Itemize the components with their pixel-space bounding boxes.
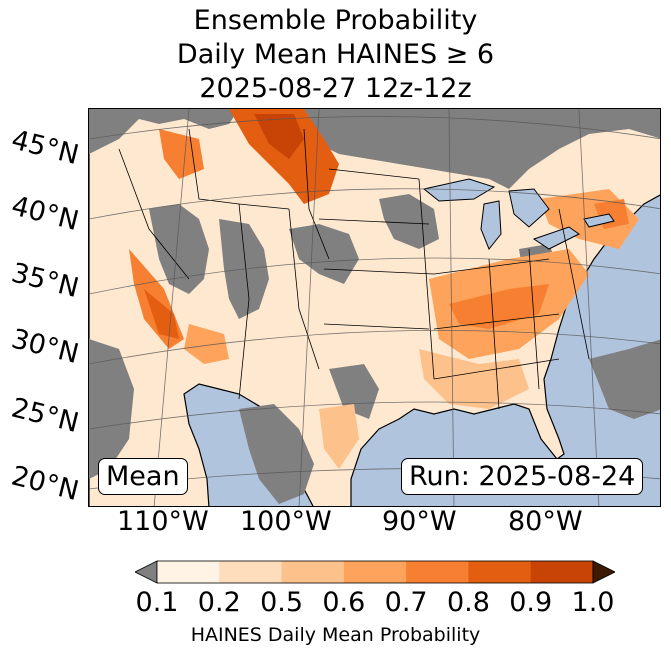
colorbar-tick-label: 0.1 xyxy=(135,587,179,618)
title-line-1: Ensemble Probability xyxy=(193,5,478,36)
colorbar-tick-label: 0.6 xyxy=(322,587,366,618)
colorbar-tick-label: 0.7 xyxy=(384,587,428,618)
lon-label-100: 100°W xyxy=(240,506,332,537)
colorbar-over-arrow xyxy=(592,560,615,584)
colorbar-segment xyxy=(406,561,469,583)
colorbar-segment xyxy=(281,561,345,583)
lat-label-30: 30°N xyxy=(8,323,82,371)
title-line-2: Daily Mean HAINES ≥ 6 xyxy=(176,39,495,70)
lon-label-80: 80°W xyxy=(508,506,583,537)
colorbar-tick-label: 1.0 xyxy=(571,587,615,618)
colorbar-label: HAINES Daily Mean Probability xyxy=(190,624,481,646)
high-probability-areas xyxy=(129,109,639,469)
colorbar-segment xyxy=(219,561,283,583)
colorbar-segment xyxy=(343,561,407,583)
lat-label-25: 25°N xyxy=(8,392,82,440)
lon-label-90: 90°W xyxy=(382,506,457,537)
colorbar xyxy=(135,560,615,584)
colorbar-under-arrow xyxy=(135,560,158,584)
colorbar-tick-label: 0.5 xyxy=(260,587,304,618)
map-canvas xyxy=(89,109,660,506)
mean-box: Mean xyxy=(98,458,188,495)
colorbar-segments xyxy=(156,560,594,584)
colorbar-segment xyxy=(157,561,220,583)
title-line-3: 2025-08-27 12z-12z xyxy=(199,73,472,104)
lat-label-35: 35°N xyxy=(8,257,82,305)
colorbar-segment xyxy=(530,561,594,583)
state-borders xyxy=(118,128,590,410)
lon-label-110: 110°W xyxy=(117,506,209,537)
lat-label-20: 20°N xyxy=(8,460,82,508)
lat-label-45: 45°N xyxy=(8,124,82,172)
colorbar-tick-label: 0.9 xyxy=(509,587,553,618)
colorbar-tick-label: 0.2 xyxy=(197,587,241,618)
colorbar-segment xyxy=(468,561,532,583)
lat-label-40: 40°N xyxy=(8,190,82,238)
probability-map xyxy=(88,108,661,507)
run-date-box: Run: 2025-08-24 xyxy=(401,458,644,495)
colorbar-tick-label: 0.8 xyxy=(446,587,490,618)
